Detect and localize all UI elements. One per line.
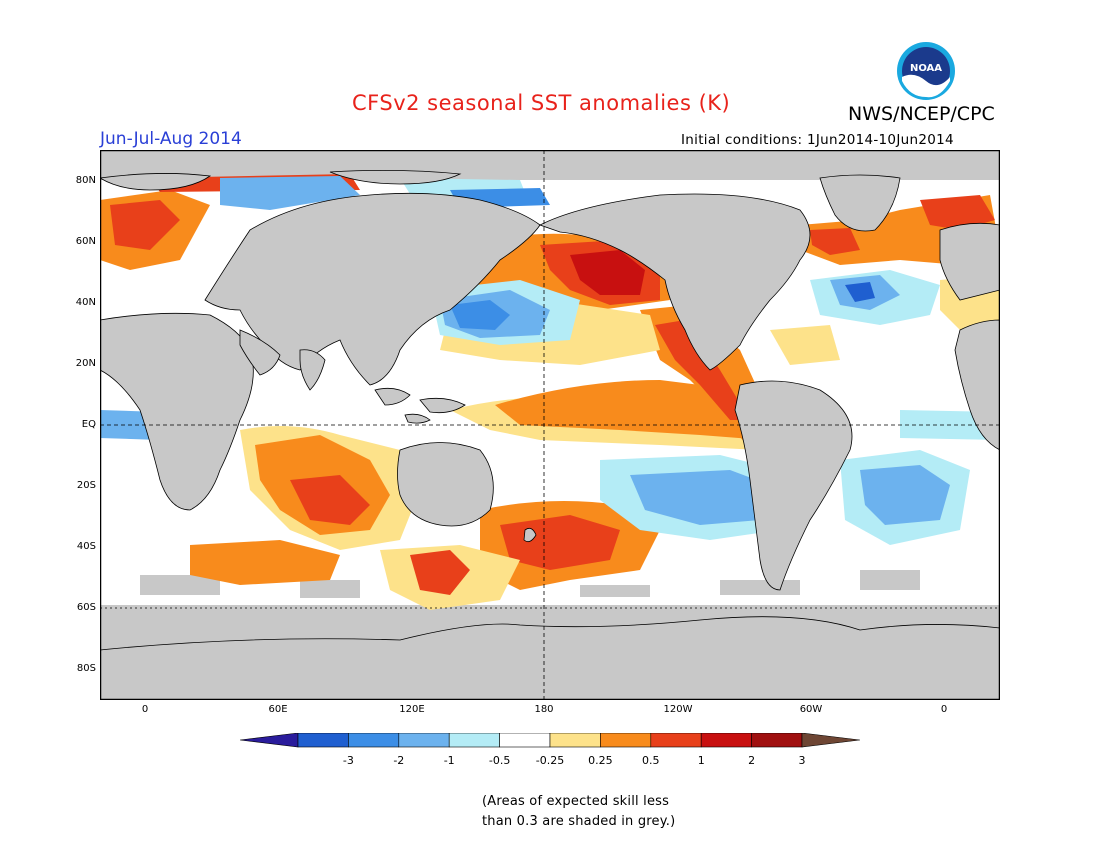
svg-text:NOAA: NOAA — [910, 63, 942, 74]
lat-label: 60N — [75, 235, 96, 247]
lat-label: 60S — [76, 602, 96, 614]
colorbar-bin — [297, 733, 349, 748]
colorbar-label: 1 — [698, 754, 705, 767]
colorbar-bin — [700, 733, 752, 748]
chart-title: CFSv2 seasonal SST anomalies (K) — [352, 91, 731, 115]
colorbar-bin — [398, 733, 450, 748]
colorbar-min-arrow — [240, 733, 299, 748]
colorbar-label: 0.5 — [642, 754, 660, 767]
colorbar: -3 -2 -1 -0.5 -0.25 0.25 0.5 1 2 3 — [240, 733, 860, 767]
colorbar-max-arrow — [801, 733, 860, 748]
colorbar-label: 0.25 — [588, 754, 613, 767]
lon-label: 120W — [663, 704, 693, 715]
colorbar-bin — [600, 733, 652, 748]
sst-anomaly-map — [100, 150, 1000, 700]
lon-label: 0 — [141, 704, 149, 715]
lat-label: 20N — [75, 357, 96, 369]
lon-label: 60E — [268, 704, 288, 715]
lon-label: 0 — [940, 704, 948, 715]
lat-label: 80S — [76, 663, 96, 675]
colorbar-label: 2 — [748, 754, 755, 767]
colorbar-bin — [448, 733, 500, 748]
colorbar-label: -2 — [393, 754, 404, 767]
land-masses — [100, 170, 1000, 700]
noaa-logo-icon: NOAA — [897, 42, 955, 100]
lat-label: 20S — [76, 480, 96, 492]
skill-note-line2: than 0.3 are shaded in grey.) — [482, 814, 676, 829]
colorbar-bin — [499, 733, 551, 748]
colorbar-label: -0.25 — [536, 754, 564, 767]
colorbar-bin — [348, 733, 400, 748]
colorbar-bin — [650, 733, 702, 748]
lon-label: 120E — [399, 704, 425, 715]
initial-conditions-label: Initial conditions: 1Jun2014-10Jun2014 — [681, 132, 954, 148]
season-label: Jun-Jul-Aug 2014 — [100, 129, 242, 149]
lon-label: 60W — [799, 704, 823, 715]
negative-anomalies — [100, 176, 1000, 545]
lat-label: 40S — [76, 541, 96, 553]
skill-note: (Areas of expected skill less than 0.3 a… — [482, 792, 675, 832]
lat-label: 80N — [75, 174, 96, 186]
colorbar-bin — [751, 733, 803, 748]
colorbar-bin — [549, 733, 601, 748]
colorbar-label: -1 — [444, 754, 455, 767]
reference-lines — [100, 150, 1000, 700]
colorbar-label: -0.5 — [489, 754, 510, 767]
colorbar-label: -3 — [343, 754, 354, 767]
lon-label: 180 — [534, 704, 554, 715]
org-label: NWS/NCEP/CPC — [848, 103, 995, 125]
lat-label: EQ — [81, 419, 96, 430]
skill-note-line1: (Areas of expected skill less — [482, 794, 670, 809]
lat-label: 40N — [75, 296, 96, 308]
colorbar-label: 3 — [799, 754, 806, 767]
